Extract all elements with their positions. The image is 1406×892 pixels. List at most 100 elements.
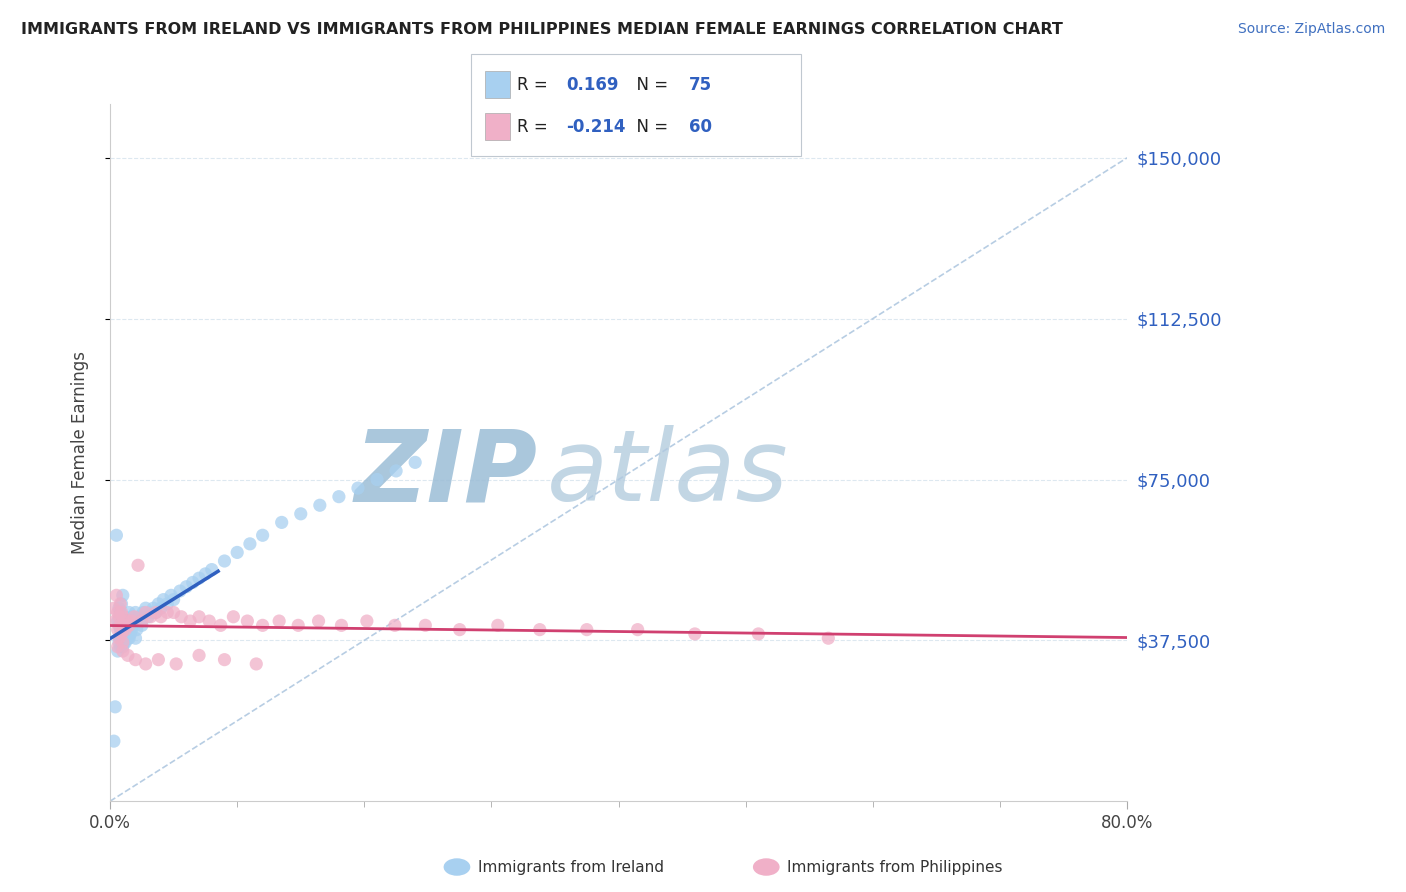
Point [111,623,134,637]
Point [269,614,291,628]
Point [486,618,509,632]
Point [165,657,187,671]
Point [108,609,131,624]
Point [128,609,150,624]
Point [356,614,378,628]
Point [121,623,143,637]
Point [121,614,143,628]
Point [198,614,221,628]
Point [385,464,408,478]
Text: R =: R = [517,76,554,94]
Point [114,627,136,641]
Point [201,563,224,577]
Point [121,609,143,624]
Text: N =: N = [626,76,673,94]
Point [152,592,174,607]
Point [107,614,129,628]
Point [135,601,157,615]
Point [107,606,129,620]
Point [122,614,145,628]
Point [188,571,211,585]
Point [110,627,132,641]
Point [170,609,193,624]
Text: Source: ZipAtlas.com: Source: ZipAtlas.com [1237,22,1385,37]
Point [104,614,127,628]
Point [112,635,135,649]
Point [188,609,211,624]
Point [817,631,839,645]
Point [145,606,167,620]
Point [111,588,134,602]
Point [107,623,129,637]
Point [108,601,131,615]
Point [104,699,127,714]
Point [110,606,132,620]
Point [627,623,650,637]
Point [111,635,134,649]
Point [108,635,131,649]
Point [111,609,134,624]
Point [290,507,312,521]
Point [156,597,179,611]
Point [110,631,132,645]
Point [115,618,138,632]
Point [366,473,388,487]
Point [117,648,139,663]
Point [118,606,141,620]
Point [209,618,232,632]
Point [103,601,125,615]
Point [245,657,267,671]
Point [107,644,129,658]
Point [107,640,129,654]
Y-axis label: Median Female Earnings: Median Female Earnings [72,351,89,554]
Text: atlas: atlas [547,425,789,522]
Text: N =: N = [626,118,673,136]
Text: Immigrants from Ireland: Immigrants from Ireland [478,860,664,874]
Point [136,609,159,624]
Point [747,627,769,641]
Point [194,566,217,581]
Point [118,618,141,632]
Point [110,635,132,649]
Point [124,606,146,620]
Text: R =: R = [517,118,554,136]
Point [125,623,148,637]
Point [575,623,598,637]
Point [139,609,162,624]
Point [449,623,471,637]
Point [124,631,146,645]
Point [270,516,292,530]
Point [149,601,172,615]
Point [112,609,135,624]
Point [112,618,135,632]
Point [160,588,183,602]
Point [111,614,134,628]
Point [529,623,551,637]
Point [124,653,146,667]
Point [111,644,134,658]
Point [110,618,132,632]
Point [308,498,330,512]
Point [139,606,162,620]
Point [110,597,132,611]
Point [110,623,132,637]
Point [110,640,132,654]
Point [145,606,167,620]
Text: IMMIGRANTS FROM IRELAND VS IMMIGRANTS FROM PHILIPPINES MEDIAN FEMALE EARNINGS CO: IMMIGRANTS FROM IRELAND VS IMMIGRANTS FR… [21,22,1063,37]
Point [226,545,249,559]
Point [114,614,136,628]
Text: ZIP: ZIP [354,425,537,522]
Point [135,606,157,620]
Point [252,618,274,632]
Text: Immigrants from Philippines: Immigrants from Philippines [787,860,1002,874]
Point [308,614,330,628]
Point [142,601,165,615]
Point [347,481,370,495]
Point [214,554,236,568]
Point [287,618,309,632]
Text: 0.169: 0.169 [567,76,619,94]
Point [135,657,157,671]
Point [127,614,149,628]
Point [114,635,136,649]
Point [105,528,128,542]
